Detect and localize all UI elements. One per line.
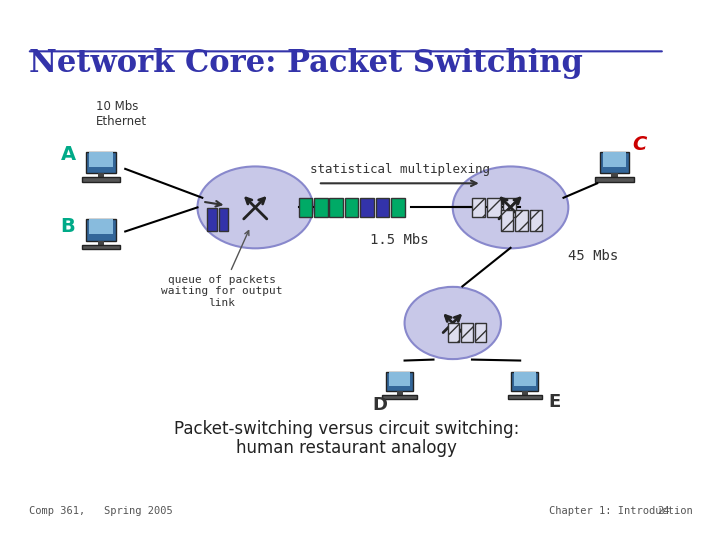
Bar	[522, 392, 528, 396]
Bar	[86, 219, 116, 240]
Bar	[389, 372, 410, 386]
Bar	[360, 198, 374, 217]
Bar	[345, 198, 359, 217]
Text: human restaurant analogy: human restaurant analogy	[236, 439, 457, 457]
Bar	[462, 323, 473, 342]
Bar	[448, 323, 459, 342]
Bar	[475, 323, 487, 342]
Text: B: B	[60, 217, 76, 236]
Bar	[86, 152, 116, 173]
Text: C: C	[632, 136, 646, 154]
Bar	[472, 198, 485, 217]
Bar	[98, 173, 104, 178]
Text: Network Core: Packet Switching: Network Core: Packet Switching	[29, 49, 582, 79]
Bar	[530, 210, 542, 232]
Ellipse shape	[453, 166, 568, 248]
Bar	[516, 210, 528, 232]
Bar	[299, 198, 312, 217]
Bar	[82, 177, 120, 181]
Bar	[514, 372, 536, 386]
Bar	[611, 173, 618, 178]
Text: E: E	[548, 393, 560, 411]
Text: D: D	[373, 396, 388, 414]
Bar	[376, 198, 389, 217]
Bar	[603, 152, 626, 167]
Bar	[207, 208, 217, 232]
Bar	[219, 208, 228, 232]
Bar	[503, 198, 516, 217]
Bar	[487, 198, 501, 217]
Text: 1.5 Mbs: 1.5 Mbs	[371, 233, 429, 247]
Ellipse shape	[197, 166, 313, 248]
Bar	[600, 152, 629, 173]
Bar	[82, 245, 120, 249]
Text: A: A	[60, 145, 76, 164]
Text: 24: 24	[657, 506, 670, 516]
Bar	[386, 372, 413, 391]
Bar	[382, 395, 417, 399]
Bar	[595, 177, 634, 181]
Text: Comp 361,   Spring 2005: Comp 361, Spring 2005	[29, 506, 173, 516]
Bar	[511, 372, 539, 391]
Bar	[391, 198, 405, 217]
Text: queue of packets
waiting for output
link: queue of packets waiting for output link	[161, 231, 282, 308]
Text: 45 Mbs: 45 Mbs	[568, 248, 618, 262]
Bar	[330, 198, 343, 217]
Text: statistical multiplexing: statistical multiplexing	[310, 163, 490, 176]
Ellipse shape	[405, 287, 501, 359]
Text: Packet-switching versus circuit switching:: Packet-switching versus circuit switchin…	[174, 420, 519, 438]
Bar	[98, 240, 104, 246]
Bar	[314, 198, 328, 217]
Bar	[508, 395, 542, 399]
Bar	[89, 152, 113, 167]
Text: 10 Mbs
Ethernet: 10 Mbs Ethernet	[96, 100, 148, 129]
Bar	[397, 392, 402, 396]
Text: Chapter 1: Introduction: Chapter 1: Introduction	[549, 506, 693, 516]
Bar	[501, 210, 513, 232]
Bar	[89, 219, 113, 234]
